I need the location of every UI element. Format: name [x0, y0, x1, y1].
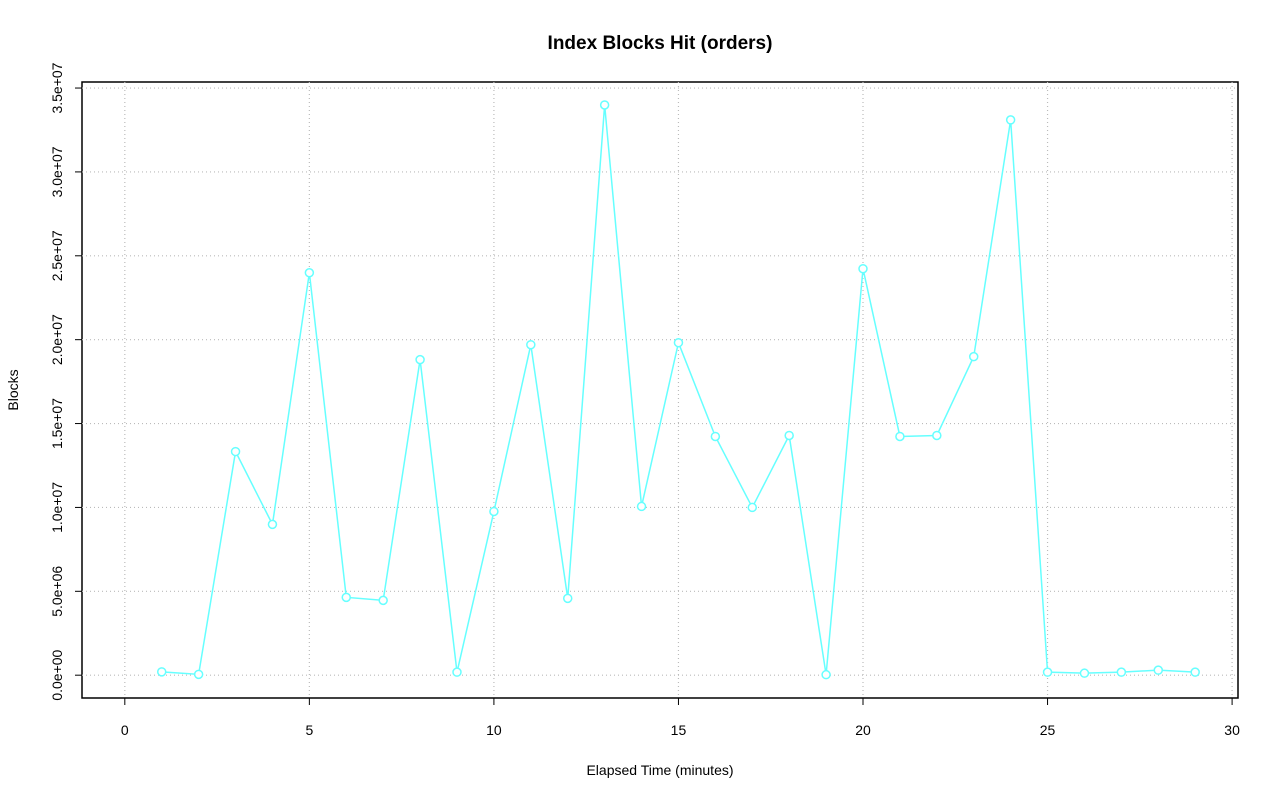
data-point [932, 430, 942, 441]
x-tick-label: 20 [855, 722, 871, 738]
data-point [341, 592, 352, 603]
data-point [526, 339, 536, 350]
data-point [1005, 115, 1016, 125]
x-tick-label: 25 [1040, 722, 1056, 738]
x-tick-label: 0 [121, 722, 129, 738]
data-point [599, 100, 610, 110]
y-axis-label: Blocks [5, 369, 21, 410]
x-tick-label: 30 [1224, 722, 1240, 738]
data-point [747, 502, 758, 513]
data-point [304, 267, 315, 278]
x-tick-label: 10 [486, 722, 502, 738]
y-tick-label: 0.0e+00 [49, 649, 65, 700]
x-tick-label: 15 [671, 722, 687, 738]
data-point [673, 337, 684, 348]
data-point [267, 519, 278, 530]
data-point [1153, 665, 1164, 675]
y-tick-label: 2.0e+07 [49, 314, 65, 365]
y-tick-label: 1.5e+07 [49, 398, 65, 449]
data-point [415, 354, 425, 365]
data-point [156, 667, 167, 677]
data-point [821, 669, 831, 680]
data-point [1190, 667, 1200, 677]
data-point [378, 595, 388, 606]
data-point [1042, 667, 1053, 677]
y-tick-label: 3.5e+07 [49, 62, 65, 113]
data-point [1079, 668, 1090, 678]
y-tick-label: 3.0e+07 [49, 146, 65, 197]
data-point [230, 446, 241, 457]
y-tick-label: 1.0e+07 [49, 482, 65, 533]
plot-frame [81, 81, 1239, 699]
chart-title: Index Blocks Hit (orders) [548, 33, 773, 54]
x-tick-label: 5 [305, 722, 313, 738]
data-point [710, 431, 721, 442]
data-point [968, 351, 979, 362]
x-axis-label: Elapsed Time (minutes) [586, 762, 733, 778]
data-point [858, 263, 868, 274]
data-point [452, 667, 462, 677]
data-point [562, 593, 573, 604]
data-point [193, 669, 204, 680]
y-tick-label: 2.5e+07 [49, 230, 65, 281]
data-point [636, 501, 647, 512]
data-point [784, 430, 794, 441]
data-point [1116, 667, 1127, 677]
data-point [489, 506, 499, 517]
data-point [895, 431, 905, 442]
y-tick-label: 5.0e+06 [49, 566, 65, 617]
